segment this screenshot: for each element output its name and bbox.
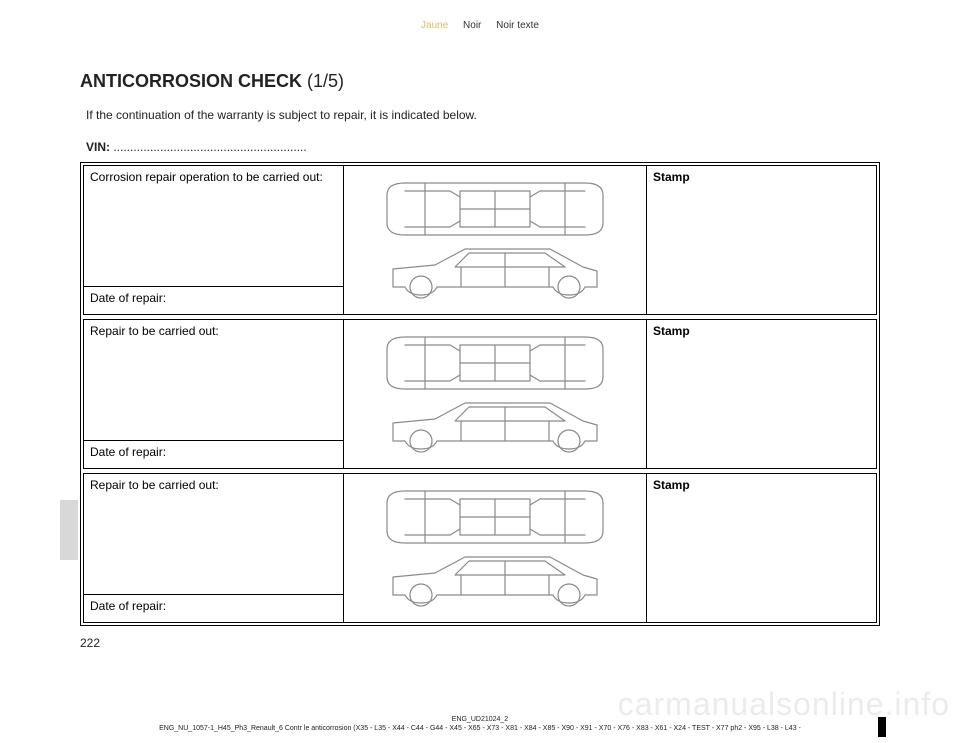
vin-dots: ........................................… xyxy=(110,140,307,154)
vehicle-diagram-icon xyxy=(365,329,625,459)
date-label: Date of repair: xyxy=(84,286,343,314)
footer-crop-mark xyxy=(878,717,886,737)
vin-label: VIN: xyxy=(86,140,110,154)
footer-line-1: ENG_UD21024_2 xyxy=(0,716,960,724)
page-content: Jaune Noir Noir texte ANTICORROSION CHEC… xyxy=(80,20,880,650)
title-main: ANTICORROSION CHECK xyxy=(80,71,302,91)
vin-line: VIN: ...................................… xyxy=(86,140,880,154)
footer-line-2: ENG_NU_1057-1_H45_Ph3_Renault_6 Contr le… xyxy=(0,725,960,733)
stamp-label: Stamp xyxy=(646,320,876,468)
repair-label: Repair to be carried out: xyxy=(84,320,343,440)
color-key-header: Jaune Noir Noir texte xyxy=(80,20,880,31)
intro-text: If the continuation of the warranty is s… xyxy=(86,108,880,122)
check-block: Repair to be carried out: Date of repair… xyxy=(83,319,877,469)
block-left-column: Repair to be carried out: Date of repair… xyxy=(84,474,344,622)
vehicle-diagram-cell xyxy=(344,320,646,468)
stamp-label: Stamp xyxy=(646,166,876,314)
footer-area: ENG_UD21024_2 ENG_NU_1057-1_H45_Ph3_Rena… xyxy=(0,716,960,733)
color-jaune-label: Jaune xyxy=(421,20,448,31)
page-title: ANTICORROSION CHECK (1/5) xyxy=(80,71,880,92)
color-noir-texte-label: Noir texte xyxy=(496,20,539,31)
date-label: Date of repair: xyxy=(84,594,343,622)
page-number: 222 xyxy=(80,636,880,650)
checks-table: Corrosion repair operation to be carried… xyxy=(80,162,880,626)
date-label: Date of repair: xyxy=(84,440,343,468)
repair-label: Repair to be carried out: xyxy=(84,474,343,594)
color-noir-label: Noir xyxy=(463,20,481,31)
vehicle-diagram-cell xyxy=(344,166,646,314)
vehicle-diagram-icon xyxy=(365,483,625,613)
vehicle-diagram-icon xyxy=(365,175,625,305)
stamp-label: Stamp xyxy=(646,474,876,622)
vehicle-diagram-cell xyxy=(344,474,646,622)
block-left-column: Corrosion repair operation to be carried… xyxy=(84,166,344,314)
repair-label: Corrosion repair operation to be carried… xyxy=(84,166,343,286)
block-left-column: Repair to be carried out: Date of repair… xyxy=(84,320,344,468)
title-sub: (1/5) xyxy=(307,71,344,91)
check-block: Repair to be carried out: Date of repair… xyxy=(83,473,877,623)
check-block: Corrosion repair operation to be carried… xyxy=(83,165,877,315)
side-tab-decoration xyxy=(60,500,78,560)
